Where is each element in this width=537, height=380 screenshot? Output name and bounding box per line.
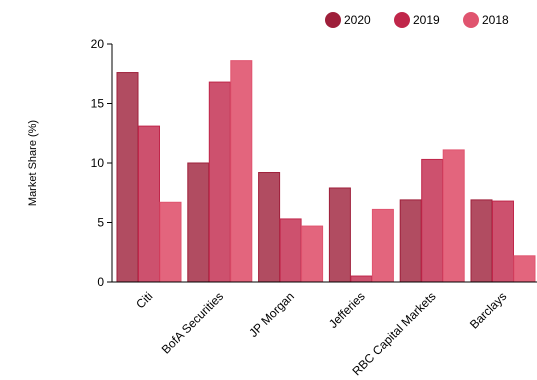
bar-2019-rbc-capital-markets [421,158,444,283]
bar-2018-jefferies [371,208,394,283]
legend: 2020 2019 2018 [325,12,509,28]
bar-2019-bofa-securities [208,81,231,283]
bar-2018-citi [159,201,182,283]
y-tick-label: 0 [97,275,104,289]
bar-2019-jp-morgan [279,218,302,283]
legend-swatch-2019 [394,12,410,28]
legend-swatch-2020 [325,12,341,28]
bar-2020-citi [116,72,139,283]
bar-2019-citi [138,125,160,283]
bar-2020-jp-morgan [258,172,281,283]
y-ticks: 0 5 10 15 20 [91,37,112,289]
bar-2018-jp-morgan [301,225,324,283]
bar-2018-bofa-securities [230,60,253,283]
legend-swatch-2018 [463,12,479,28]
legend-label-2019: 2019 [413,13,440,27]
bar-2019-barclays [492,200,514,283]
bar-2018-barclays [513,255,536,283]
bar-2020-bofa-securities [187,162,210,283]
y-tick-label: 15 [91,97,105,111]
legend-label-2018: 2018 [482,13,509,27]
y-tick-label: 10 [91,156,105,170]
y-tick-label: 20 [91,37,105,51]
bars-group [116,60,536,283]
bar-2020-rbc-capital-markets [399,199,422,283]
x-tick-label: BofA Securities [159,289,226,356]
x-tick-label: JP Morgan [246,289,297,340]
x-tick-label: Jefferies [326,289,368,331]
x-tick-label: Barclays [467,289,509,331]
y-tick-label: 5 [97,216,104,230]
x-tick-label: Citi [133,289,155,311]
y-axis-title: Market Share (%) [27,120,39,206]
bar-2019-jefferies [350,275,373,283]
legend-label-2020: 2020 [344,13,371,27]
bar-2020-barclays [470,199,493,283]
bar-2018-rbc-capital-markets [442,149,465,283]
x-ticks: Citi BofA Securities JP Morgan JefferiesRBC… [133,289,509,378]
bar-2020-jefferies [328,187,351,283]
